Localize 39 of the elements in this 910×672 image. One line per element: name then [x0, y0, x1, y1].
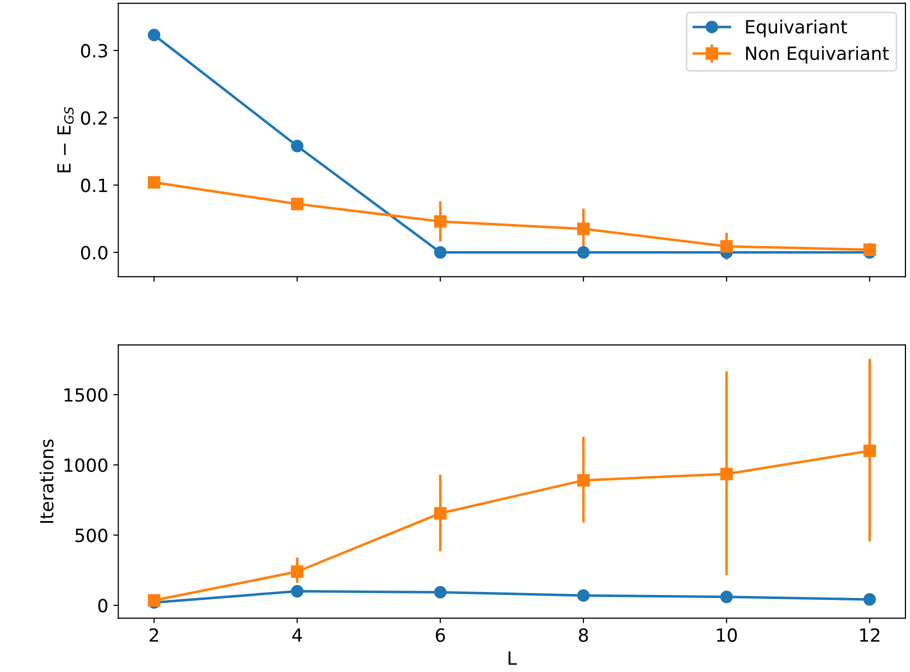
point — [720, 590, 733, 604]
point — [148, 176, 160, 189]
point — [290, 198, 304, 210]
x-tick-label: 8 — [578, 628, 588, 642]
y-tick-label: 0.1 — [81, 178, 107, 192]
y-tick-label: 500 — [76, 528, 108, 542]
legend-label: Non Equivariant — [746, 46, 889, 64]
y-tick-label: 0 — [98, 598, 108, 612]
point — [720, 468, 733, 480]
y-tick-label: 0.3 — [81, 44, 108, 58]
y-tick-label: 1500 — [64, 388, 108, 402]
y-tick-label: 1000 — [64, 458, 108, 472]
point — [290, 585, 304, 598]
x-tick-label: 6 — [436, 628, 445, 642]
point — [434, 586, 447, 599]
point — [577, 474, 590, 487]
point — [720, 240, 733, 253]
point — [434, 215, 447, 228]
x-tick-label: 4 — [292, 628, 302, 642]
point — [863, 593, 876, 606]
point — [290, 140, 304, 152]
point — [577, 222, 590, 236]
point — [863, 444, 876, 458]
point — [863, 243, 876, 256]
x-axis-title: L — [508, 652, 517, 665]
y-tick-label: 0.2 — [81, 111, 107, 125]
point — [148, 28, 160, 42]
x-tick-label: 12 — [860, 628, 880, 642]
point — [290, 565, 304, 578]
y-axis-title: Iterations — [40, 439, 54, 523]
point — [577, 589, 590, 602]
x-tick-label: 10 — [717, 628, 737, 642]
point — [434, 507, 447, 520]
legend-label: Equivariant — [746, 20, 848, 38]
x-tick-label: 2 — [150, 628, 158, 642]
y-tick-label: 0.0 — [81, 246, 108, 260]
y-axis-title: E − E$_{GS}$ — [57, 107, 74, 172]
point — [577, 246, 590, 259]
point — [434, 246, 447, 259]
